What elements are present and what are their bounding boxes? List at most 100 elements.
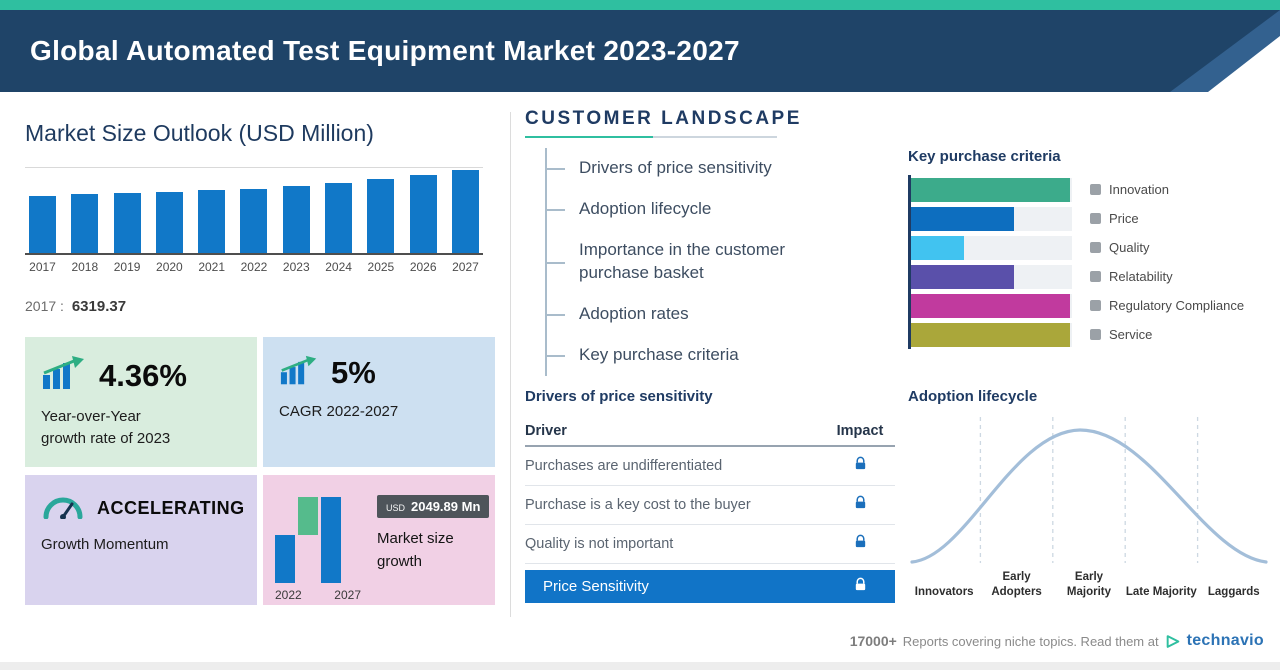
momentum-caption: Growth Momentum [41, 536, 169, 553]
legend-marker-icon [1090, 184, 1101, 195]
market-size-bar-chart [25, 167, 483, 255]
criteria-bar-chart [908, 175, 1072, 349]
report-count: 17000+ [849, 633, 897, 649]
x-tick-label: 2020 [156, 260, 183, 274]
bottom-strip [0, 662, 1280, 670]
cagr-caption: CAGR 2022-2027 [279, 403, 399, 420]
legend-item: Service [1090, 320, 1244, 349]
bar-column [450, 168, 481, 253]
page-title: Global Automated Test Equipment Market 2… [30, 35, 740, 66]
list-item: Adoption rates [547, 294, 807, 335]
list-item: Drivers of price sensitivity [547, 148, 807, 189]
yoy-growth-card: 4.36% Year-over-Year growth rate of 2023 [25, 337, 257, 467]
mini-bar-2022 [275, 535, 295, 583]
bar-track [911, 293, 1072, 318]
badge-currency: USD [386, 503, 406, 513]
base-year-label: 2017 : [25, 298, 64, 314]
bar-column [238, 168, 269, 253]
column-header-impact: Impact [836, 423, 884, 439]
lock-icon [825, 534, 895, 554]
driver-cell: Quality is not important [525, 536, 674, 552]
yoy-caption-line1: Year-over-Year [41, 408, 141, 425]
x-tick-label: 2019 [113, 260, 141, 274]
base-year-value: 2017 : 6319.37 [25, 298, 495, 315]
adoption-lifecycle-block: Adoption lifecycle Innovators Early Adop… [908, 388, 1270, 599]
criteria-legend: Innovation Price Quality Relatability Re… [1090, 175, 1244, 349]
market-size-title: Market Size Outlook (USD Million) [25, 120, 374, 146]
x-tick-label: 2022 [240, 260, 268, 274]
bar-column [154, 168, 185, 253]
market-bar-2025 [367, 178, 395, 253]
yoy-value: 4.36% [99, 357, 187, 393]
title-underline [525, 136, 777, 138]
base-year-number: 6319.37 [71, 298, 127, 315]
list-item: Key purchase criteria [547, 335, 807, 376]
legend-marker-icon [1090, 329, 1101, 340]
customer-landscape-list: Drivers of price sensitivity Adoption li… [545, 148, 807, 376]
momentum-value: ACCELERATING [97, 498, 245, 518]
bar-column [365, 168, 396, 253]
lock-icon [825, 495, 895, 515]
legend-label: Regulatory Compliance [1109, 298, 1245, 313]
lock-icon [825, 456, 895, 476]
price-sensitivity-table: Driver Impact Purchases are undifferenti… [525, 417, 895, 603]
x-tick-label: 2026 [409, 260, 437, 274]
table-header-row: Driver Impact [525, 417, 895, 447]
x-tick-label: 2027 [452, 260, 479, 274]
header-banner: Global Automated Test Equipment Market 2… [0, 10, 1280, 92]
bar-track [911, 206, 1072, 231]
adoption-lifecycle-title: Adoption lifecycle [908, 388, 1038, 405]
criteria-bar-regulatory-compliance [911, 293, 1071, 318]
market-bar-2024 [325, 182, 353, 253]
table-row: Purchase is a key cost to the buyer [525, 486, 895, 525]
legend-label: Innovation [1109, 182, 1169, 197]
yoy-caption-line2: growth rate of 2023 [41, 429, 171, 447]
market-bar-2018 [71, 194, 99, 253]
market-bar-2017 [29, 195, 56, 253]
footer: 17000+ Reports covering niche topics. Re… [850, 632, 1264, 650]
x-tick-label: 2024 [325, 260, 352, 274]
x-tick-label: 2021 [198, 260, 226, 274]
badge-value: 2049.89 Mn [411, 499, 481, 514]
market-bar-2020 [155, 191, 183, 253]
bar-column [196, 168, 227, 253]
stage-label: Early Majority [1066, 571, 1112, 598]
market-growth-card: 2022 2027 USD 2049.89 Mn Market size gro… [263, 475, 495, 605]
legend-item: Relatability [1090, 262, 1244, 291]
mini-bar-2027 [321, 497, 341, 583]
bell-curve-chart [908, 413, 1270, 565]
driver-cell: Purchases are undifferentiated [525, 458, 723, 474]
list-item: Importance in the customer purchase bask… [547, 230, 807, 294]
legend-label: Quality [1109, 240, 1150, 255]
cagr-trend-icon [279, 355, 319, 391]
bar-track [911, 177, 1072, 202]
technavio-brand-name[interactable]: technavio [1186, 632, 1264, 649]
vertical-divider [510, 112, 511, 617]
bar-track [911, 264, 1072, 289]
mini-bar-increment [298, 497, 318, 535]
legend-item: Price [1090, 204, 1244, 233]
customer-landscape-title: CUSTOMER LANDSCAPE [525, 108, 802, 129]
market-bar-2023 [282, 186, 310, 253]
list-item: Adoption lifecycle [547, 189, 807, 230]
speedometer-icon [41, 493, 85, 524]
key-purchase-criteria-title: Key purchase criteria [908, 148, 1061, 165]
bar-column [408, 168, 439, 253]
lifecycle-stage-labels: Innovators Early Adopters Early Majority… [908, 565, 1270, 599]
x-tick-label: 2023 [282, 260, 310, 274]
customer-landscape-section: CUSTOMER LANDSCAPE Drivers of price sens… [525, 92, 1270, 627]
mini-year-end: 2027 [334, 588, 361, 602]
market-size-section: Market Size Outlook (USD Million) 2017 2… [25, 92, 495, 632]
legend-marker-icon [1090, 300, 1101, 311]
x-tick-label: 2017 [29, 260, 56, 274]
technavio-logo-icon[interactable] [1165, 634, 1181, 649]
lock-icon [825, 577, 895, 597]
bar-column [112, 168, 143, 253]
x-tick-label: 2018 [71, 260, 99, 274]
key-purchase-criteria-block: Key purchase criteria Innovation Price Q… [908, 148, 1270, 349]
highlight-label: Price Sensitivity [543, 578, 649, 595]
table-row: Quality is not important [525, 525, 895, 564]
criteria-bar-price [911, 206, 1015, 231]
driver-cell: Purchase is a key cost to the buyer [525, 497, 751, 513]
